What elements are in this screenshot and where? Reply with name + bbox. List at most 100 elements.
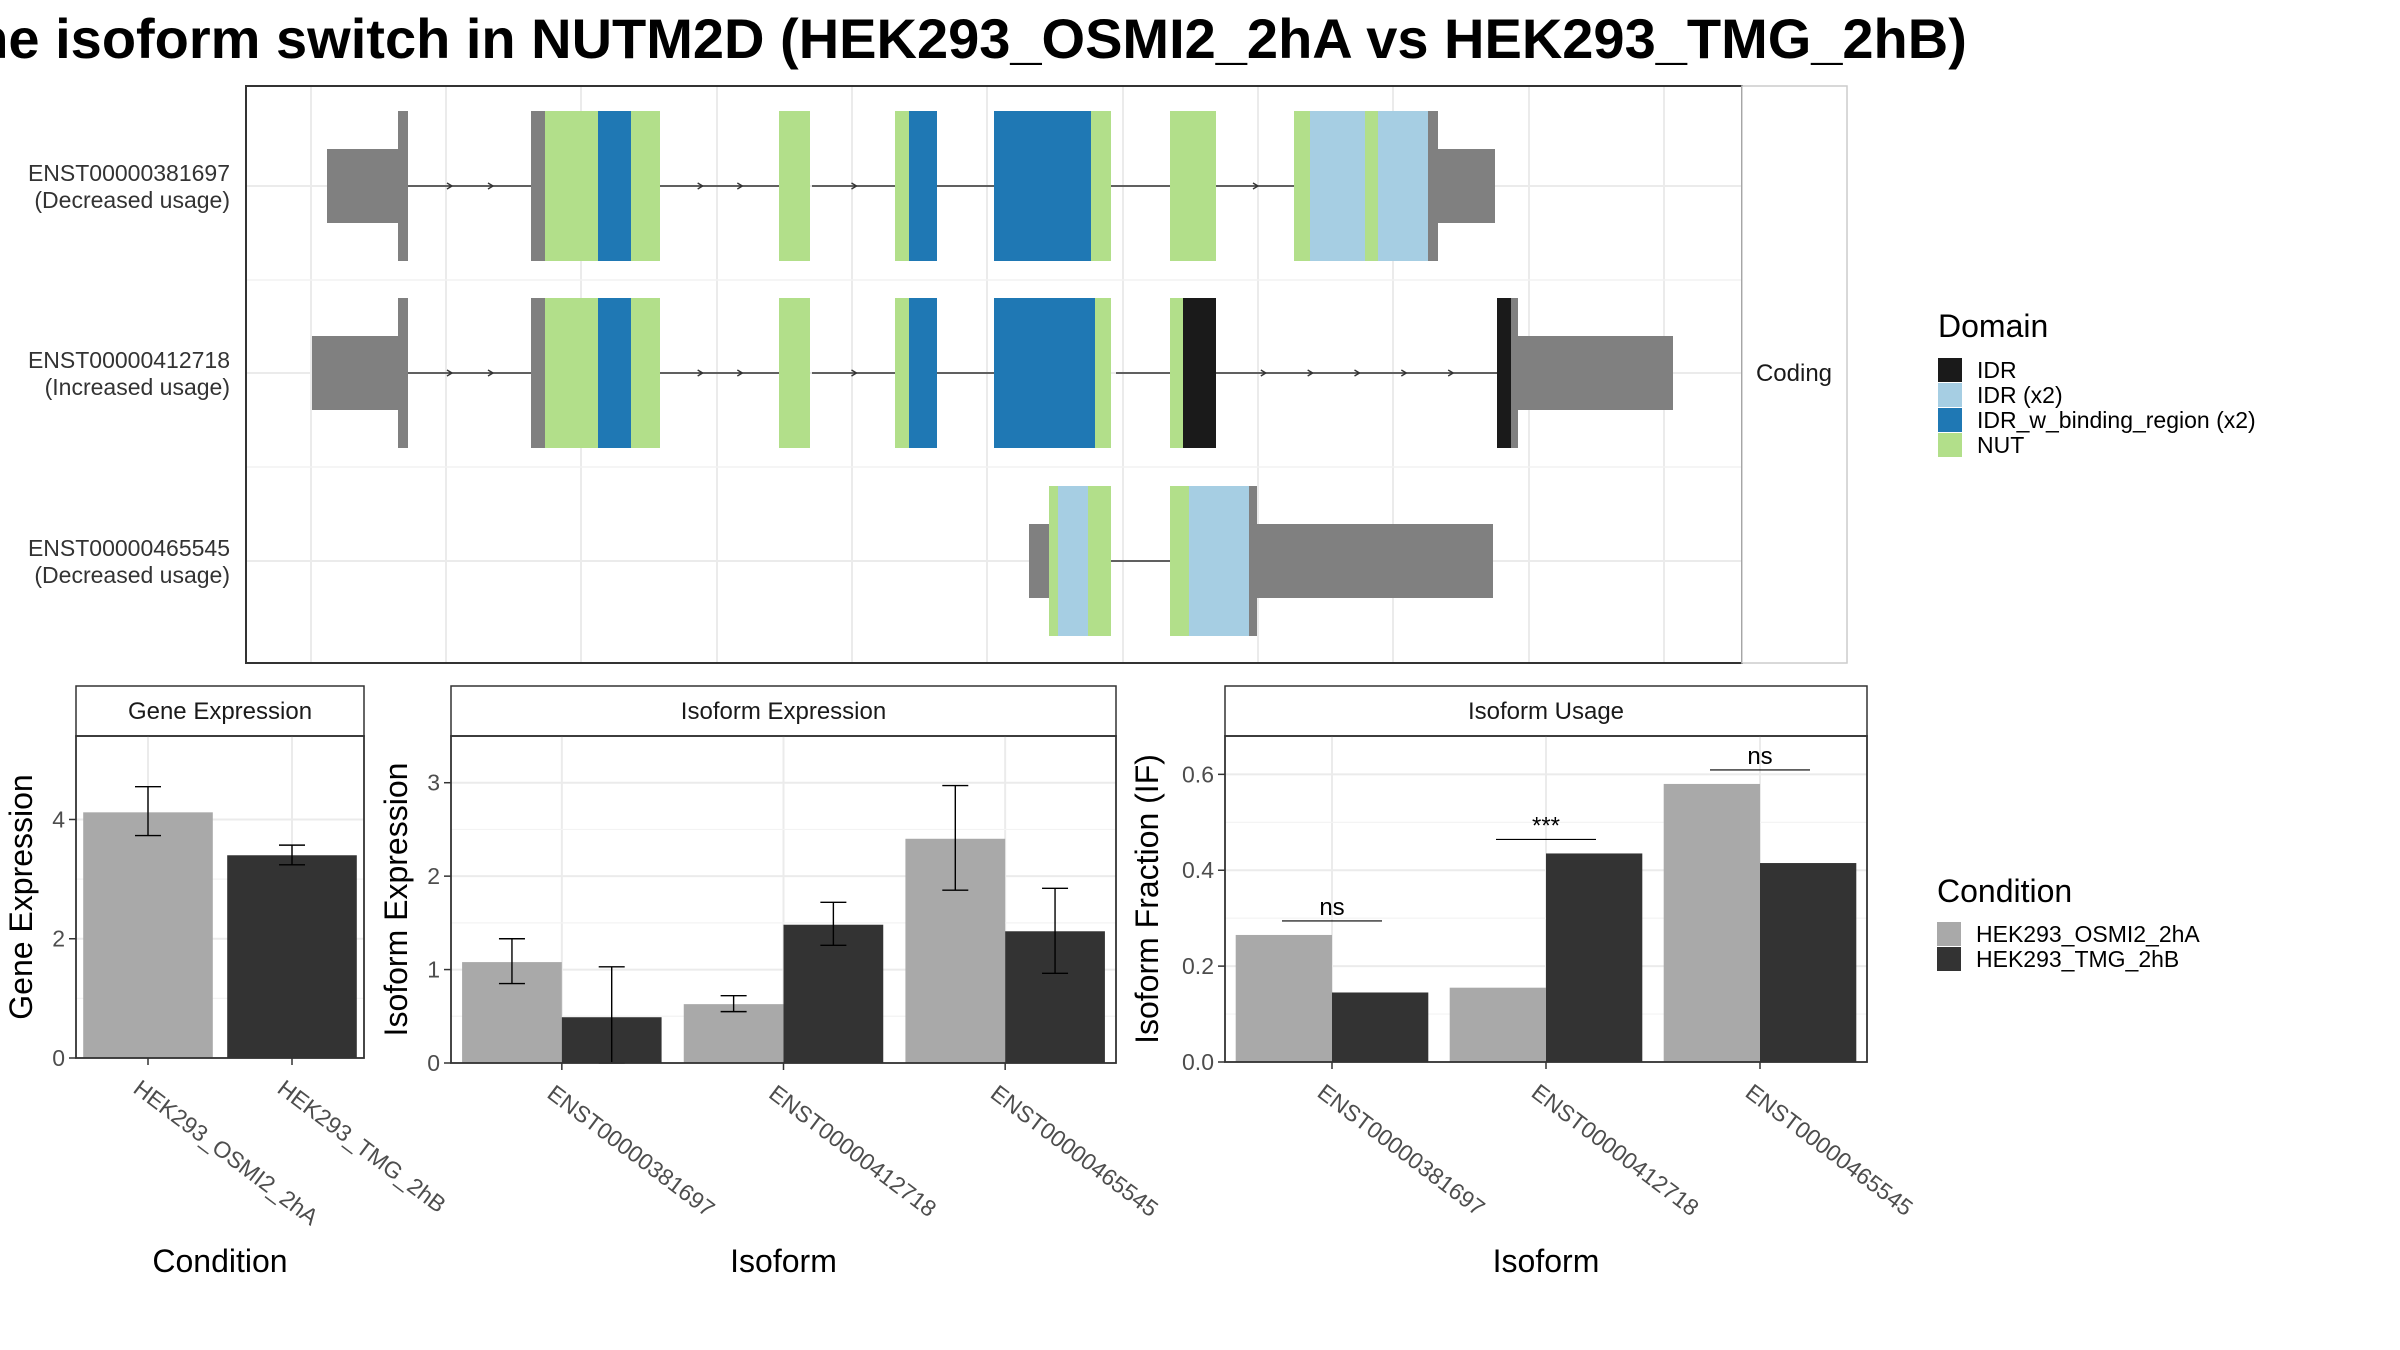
significance-label: ***: [1532, 812, 1560, 839]
intron-arrow: [1354, 369, 1361, 377]
domain-legend-label: IDR: [1977, 357, 2017, 383]
bar-ENST00000412718-HEK293_OSMI2_2hA: [1449, 987, 1546, 1062]
error-bar: [1042, 887, 1069, 975]
y-tick-label: 1: [427, 957, 440, 983]
domain-block-NUT: [895, 298, 909, 448]
domain-block-NUT: [779, 298, 810, 448]
domain-block-NUT: [1088, 486, 1111, 636]
domain-block-NUT: [1049, 486, 1058, 636]
utr-block: [1029, 524, 1049, 598]
domain-block-NUT: [895, 111, 909, 261]
intron-arrow: [736, 182, 744, 190]
intron-arrow: [851, 182, 858, 190]
panel-border: [1224, 735, 1868, 1063]
condition-legend-key: [1937, 922, 1961, 946]
domain-legend-label: IDR_w_binding_region (x2): [1977, 407, 2256, 433]
domain-block-IDR_w_binding_region_x2: [598, 298, 631, 448]
domain-block-NUT: [1170, 111, 1216, 261]
significance-label: ns: [1747, 743, 1772, 770]
condition-legend-key: [1937, 947, 1961, 971]
coding-strip-label: Coding: [1756, 360, 1832, 387]
domain-block-NUT: [779, 111, 810, 261]
isoform-expression-panel: Isoform Expression 0 1 2 3 ENST00000381697 ENS…: [378, 685, 1163, 1279]
domain-block-NUT: [1365, 111, 1378, 261]
isoform-usage-panel: Isoform Usage 0.0 0.2 0.4 0.6 ENST00000381697…: [1129, 685, 1918, 1279]
panel-strip-label: Isoform Usage: [1468, 698, 1624, 725]
panel-strip-label: Isoform Expression: [681, 698, 886, 725]
domain-block-NUT: [545, 298, 598, 448]
y-tick-label: 0.0: [1182, 1049, 1214, 1075]
y-tick-label: 2: [52, 926, 65, 952]
domain-block-NUT: [545, 111, 598, 261]
domain-legend-title: Domain: [1938, 308, 2048, 344]
bar-ENST00000465545-HEK293_TMG_2hB: [1760, 863, 1857, 1062]
bar-ENST00000381697-HEK293_OSMI2_2hA: [1235, 934, 1332, 1062]
domain-block-IDR_w_binding_region_x2: [909, 111, 937, 261]
panel-border: [75, 735, 365, 1059]
domain-block-IDR_w_binding_region_x2: [994, 298, 1095, 448]
panel-border: [450, 735, 1117, 1064]
transcript-label-ENST00000412718: ENST00000412718: [28, 347, 230, 373]
error-bar: [942, 784, 969, 891]
domain-block-NUT: [1095, 298, 1111, 448]
error-bar: [279, 844, 305, 866]
domain-block-NUT: [631, 111, 660, 261]
x-tick-label: ENST00000412718: [764, 1080, 941, 1222]
domain-block-IDR_x2: [1310, 111, 1365, 261]
x-tick-label: ENST00000381697: [1313, 1079, 1490, 1221]
domain-block-IDR_w_binding_region_x2: [598, 111, 631, 261]
panel-strip: [450, 685, 1117, 737]
x-axis-title: Condition: [152, 1243, 287, 1279]
domain-legend-key-NUT: [1938, 433, 1962, 457]
bar-ENST00000412718-HEK293_TMG_2hB: [783, 924, 884, 1063]
condition-legend-label: HEK293_OSMI2_2hA: [1976, 921, 2200, 947]
transcript-model-ENST00000381697: [327, 111, 1495, 261]
domain-legend-key-IDR_w_binding_region_x2: [1938, 408, 1962, 432]
transcript-label-ENST00000381697: ENST00000381697: [28, 160, 230, 186]
intron-arrow: [697, 182, 705, 190]
transcript-usage-label: (Decreased usage): [34, 562, 230, 588]
x-tick-label: ENST00000412718: [1527, 1079, 1704, 1221]
intron-arrow: [851, 369, 858, 377]
x-tick-label: ENST00000381697: [543, 1080, 720, 1222]
error-bar: [135, 785, 161, 837]
y-tick-label: 3: [427, 770, 440, 796]
transcript-model-ENST00000412718: [312, 298, 1673, 448]
transcript-label-ENST00000465545: ENST00000465545: [28, 535, 230, 561]
transcript-usage-label: (Decreased usage): [34, 187, 230, 213]
utr-block: [1428, 111, 1438, 261]
y-axis-title: Gene Expression: [3, 774, 39, 1019]
intron-arrow: [487, 182, 495, 190]
intron-arrow: [487, 369, 495, 377]
bar-ENST00000381697-HEK293_TMG_2hB: [1332, 992, 1429, 1062]
domain-block-NUT: [1170, 298, 1183, 448]
domain-legend-key-IDR: [1938, 358, 1962, 382]
utr-block: [531, 111, 545, 261]
x-axis-title: Isoform: [730, 1243, 837, 1279]
domain-block-NUT: [631, 298, 660, 448]
domain-legend-label: NUT: [1977, 432, 2024, 458]
utr-block: [327, 149, 407, 223]
utr-block: [1257, 524, 1493, 598]
bar-HEK293_TMG_2hB: [227, 855, 357, 1058]
intron-arrow: [446, 182, 454, 190]
bar-ENST00000412718-HEK293_OSMI2_2hA: [683, 1004, 784, 1063]
condition-legend-title: Condition: [1937, 873, 2072, 909]
domain-block-NUT: [1170, 486, 1189, 636]
x-axis-title: Isoform: [1493, 1243, 1600, 1279]
bar-ENST00000412718-HEK293_TMG_2hB: [1546, 853, 1643, 1062]
condition-legend-label: HEK293_TMG_2hB: [1976, 946, 2179, 972]
y-tick-label: 0.4: [1182, 857, 1214, 883]
utr-block: [1438, 149, 1495, 223]
panel-strip: [1224, 685, 1868, 737]
y-tick-label: 4: [52, 806, 65, 832]
domain-block-NUT: [1294, 111, 1310, 261]
figure-title: The isoform switch in NUTM2D (HEK293_OSM…: [0, 7, 1967, 70]
intron-arrow: [1447, 369, 1455, 377]
utr-block: [1518, 336, 1673, 410]
domain-block-IDR_w_binding_region_x2: [994, 111, 1091, 261]
y-tick-label: 0: [52, 1045, 65, 1071]
